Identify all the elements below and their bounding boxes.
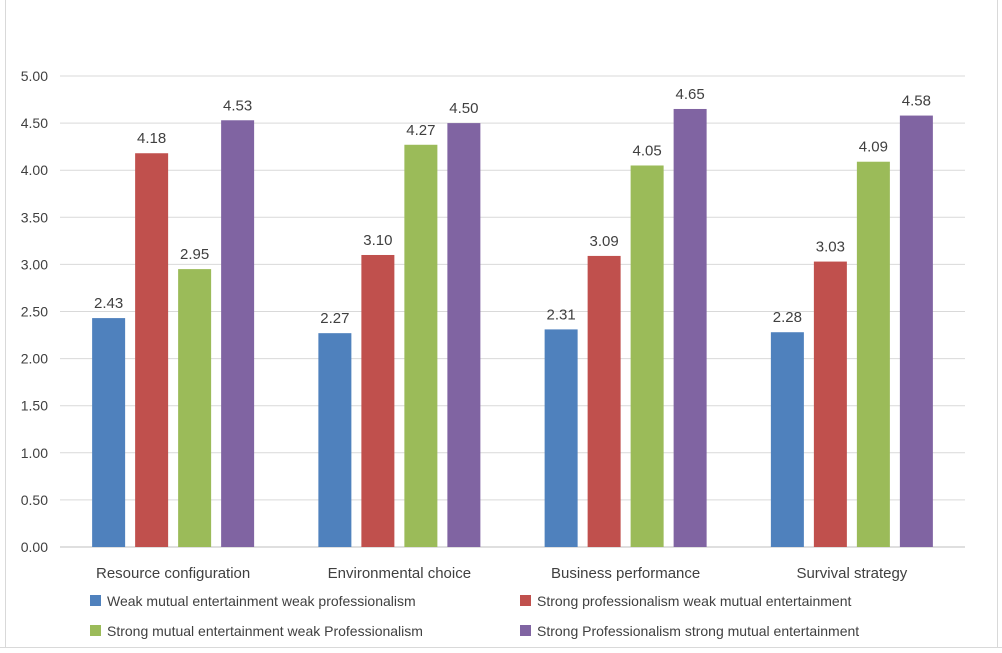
y-tick-label: 3.00	[21, 256, 48, 272]
bar	[899, 115, 933, 548]
bar	[361, 254, 395, 548]
y-tick-label: 3.50	[21, 209, 48, 225]
data-label: 3.09	[590, 233, 619, 250]
y-tick-label: 0.00	[21, 539, 48, 555]
bar	[92, 318, 126, 547]
y-tick-label: 5.00	[21, 68, 48, 84]
bar	[587, 255, 621, 547]
y-tick-label: 4.00	[21, 162, 48, 178]
bar	[221, 120, 255, 548]
data-label: 2.31	[547, 306, 576, 323]
x-tick-label: Environmental choice	[328, 565, 471, 582]
bars	[92, 108, 933, 548]
y-tick-label: 1.00	[21, 445, 48, 461]
data-label: 4.65	[676, 86, 705, 103]
legend-label: Strong professionalism weak mutual enter…	[537, 593, 851, 609]
y-tick-label: 1.50	[21, 398, 48, 414]
y-tick-label: 4.50	[21, 115, 48, 131]
legend-swatch	[520, 595, 531, 606]
y-tick-label: 2.00	[21, 351, 48, 367]
data-label: 4.09	[859, 139, 888, 156]
y-tick-label: 2.50	[21, 304, 48, 320]
legend-label: Strong mutual entertainment weak Profess…	[107, 623, 423, 639]
bar	[404, 144, 438, 548]
bar	[673, 108, 707, 547]
legend: Weak mutual entertainment weak professio…	[90, 593, 859, 639]
bar	[544, 329, 578, 547]
data-label: 4.58	[902, 93, 931, 110]
x-tick-label: Business performance	[551, 565, 700, 582]
x-tick-label: Survival strategy	[796, 565, 907, 582]
legend-swatch	[520, 625, 531, 636]
bar	[813, 261, 847, 547]
legend-swatch	[90, 595, 101, 606]
data-label: 2.27	[320, 310, 349, 327]
legend-label: Strong Professionalism strong mutual ent…	[537, 623, 859, 639]
bar	[135, 153, 169, 547]
data-label: 4.50	[449, 100, 478, 117]
data-label: 2.28	[773, 309, 802, 326]
frame-left-border	[5, 0, 6, 648]
data-label: 4.53	[223, 97, 252, 114]
legend-swatch	[90, 625, 101, 636]
data-label: 3.10	[363, 232, 392, 249]
bar	[447, 123, 481, 547]
bar	[630, 165, 664, 548]
frame-right-border	[997, 0, 998, 648]
bar	[318, 333, 352, 547]
legend-label: Weak mutual entertainment weak professio…	[107, 593, 416, 609]
bar	[178, 269, 212, 547]
data-label: 4.18	[137, 130, 166, 147]
data-label: 4.27	[406, 122, 435, 139]
bar	[856, 161, 890, 548]
bar	[770, 332, 804, 547]
data-label: 4.05	[633, 142, 662, 159]
data-labels: 2.43 4.18 2.95 4.53 2.27 3.10 4.27 4.50 2.31 3.09…	[94, 86, 931, 327]
data-label: 2.95	[180, 246, 209, 263]
x-tick-label: Resource configuration	[96, 565, 250, 582]
data-label: 2.43	[94, 295, 123, 312]
y-tick-label: 0.50	[21, 492, 48, 508]
y-axis-ticks: 0.00 0.50 1.00 1.50 2.00 2.50 3.00 3.50 4.00 4.50…	[21, 68, 48, 555]
x-axis-ticks: Resource configuration Environmental choi…	[96, 565, 908, 582]
data-label: 3.03	[816, 239, 845, 256]
